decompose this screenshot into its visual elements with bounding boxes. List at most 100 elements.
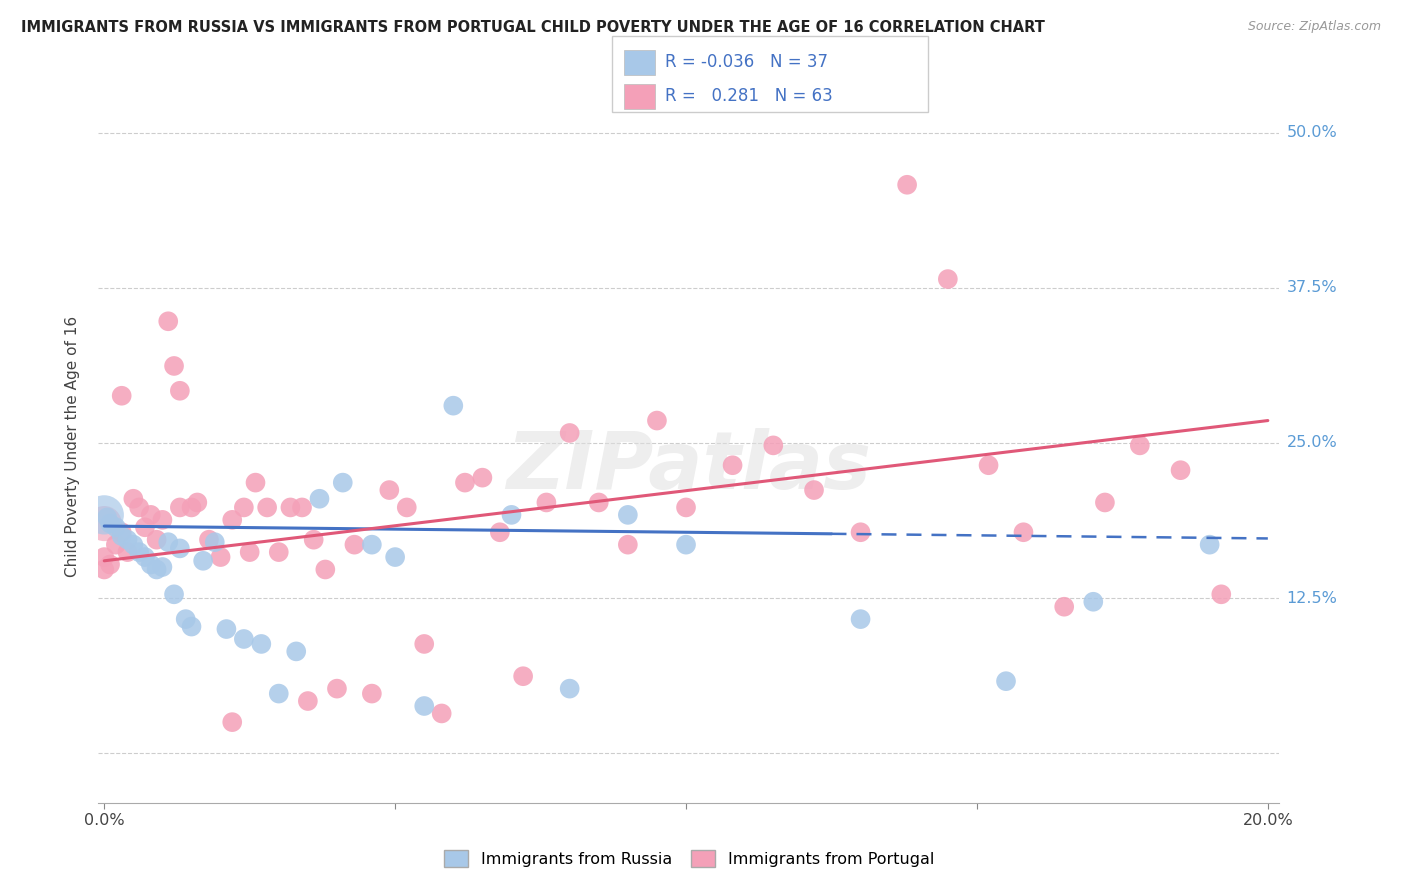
Point bbox=[98, 516, 121, 531]
Point bbox=[413, 637, 436, 651]
Point bbox=[180, 619, 202, 633]
Point bbox=[378, 483, 401, 497]
Point bbox=[360, 687, 382, 701]
Point bbox=[441, 399, 464, 413]
Text: 12.5%: 12.5% bbox=[1286, 591, 1337, 606]
Point bbox=[117, 545, 139, 559]
Point bbox=[314, 562, 336, 576]
Point bbox=[360, 538, 382, 552]
Point bbox=[285, 644, 308, 658]
Point bbox=[617, 538, 640, 552]
Point bbox=[169, 541, 191, 556]
Text: 25.0%: 25.0% bbox=[1286, 435, 1337, 450]
Point bbox=[128, 500, 150, 515]
Point bbox=[280, 500, 302, 515]
Text: R = -0.036   N = 37: R = -0.036 N = 37 bbox=[665, 54, 828, 71]
Point bbox=[1094, 495, 1116, 509]
Point bbox=[198, 533, 221, 547]
Point bbox=[977, 458, 1000, 473]
Point bbox=[395, 500, 418, 515]
Point bbox=[849, 525, 872, 540]
Point bbox=[157, 314, 180, 328]
Point bbox=[501, 508, 523, 522]
Point bbox=[291, 500, 314, 515]
Point bbox=[134, 520, 156, 534]
Point bbox=[588, 495, 610, 509]
Point bbox=[191, 554, 214, 568]
Point bbox=[721, 458, 744, 473]
Point bbox=[134, 550, 156, 565]
Point bbox=[413, 698, 436, 713]
Point bbox=[430, 706, 453, 721]
Point bbox=[93, 508, 115, 522]
Point bbox=[326, 681, 349, 696]
Point bbox=[250, 637, 273, 651]
Point bbox=[384, 550, 406, 565]
Point bbox=[995, 674, 1018, 689]
Point bbox=[98, 558, 121, 572]
Point bbox=[204, 535, 226, 549]
Point bbox=[93, 550, 115, 565]
Point bbox=[297, 694, 319, 708]
Point bbox=[256, 500, 278, 515]
Point bbox=[343, 538, 366, 552]
Point bbox=[152, 513, 174, 527]
Point bbox=[104, 538, 127, 552]
Point bbox=[1198, 538, 1220, 552]
Text: 50.0%: 50.0% bbox=[1286, 125, 1337, 140]
Point bbox=[332, 475, 354, 490]
Point bbox=[122, 538, 145, 552]
Point bbox=[139, 508, 162, 522]
Point bbox=[93, 516, 115, 531]
Point bbox=[675, 538, 697, 552]
Point bbox=[489, 525, 512, 540]
Point bbox=[936, 272, 959, 286]
Point bbox=[617, 508, 640, 522]
Point bbox=[174, 612, 197, 626]
Point bbox=[1170, 463, 1192, 477]
Point bbox=[169, 384, 191, 398]
Point bbox=[122, 491, 145, 506]
Point bbox=[163, 587, 186, 601]
Point bbox=[471, 470, 494, 484]
Point bbox=[454, 475, 477, 490]
Point bbox=[896, 178, 918, 192]
Point bbox=[145, 562, 167, 576]
Point bbox=[762, 438, 785, 452]
Point bbox=[209, 550, 232, 565]
Point bbox=[221, 715, 243, 730]
Point bbox=[558, 681, 581, 696]
Point bbox=[1053, 599, 1076, 614]
Point bbox=[512, 669, 534, 683]
Text: IMMIGRANTS FROM RUSSIA VS IMMIGRANTS FROM PORTUGAL CHILD POVERTY UNDER THE AGE O: IMMIGRANTS FROM RUSSIA VS IMMIGRANTS FRO… bbox=[21, 20, 1045, 35]
Point bbox=[536, 495, 558, 509]
Point bbox=[111, 525, 134, 540]
Point bbox=[645, 413, 668, 427]
Point bbox=[186, 495, 208, 509]
Point bbox=[1129, 438, 1152, 452]
Point bbox=[128, 545, 150, 559]
Point bbox=[221, 513, 243, 527]
Legend: Immigrants from Russia, Immigrants from Portugal: Immigrants from Russia, Immigrants from … bbox=[437, 843, 941, 873]
Point bbox=[849, 612, 872, 626]
Point bbox=[152, 560, 174, 574]
Text: 37.5%: 37.5% bbox=[1286, 280, 1337, 295]
Point bbox=[169, 500, 191, 515]
Point bbox=[145, 533, 167, 547]
Point bbox=[308, 491, 330, 506]
Point bbox=[163, 359, 186, 373]
Text: Source: ZipAtlas.com: Source: ZipAtlas.com bbox=[1247, 20, 1381, 33]
Point bbox=[117, 533, 139, 547]
Point bbox=[1083, 595, 1105, 609]
Point bbox=[93, 562, 115, 576]
Point bbox=[96, 510, 118, 524]
Point bbox=[104, 520, 127, 534]
Point bbox=[157, 535, 180, 549]
Point bbox=[232, 500, 254, 515]
Point bbox=[267, 545, 290, 559]
Point bbox=[1211, 587, 1233, 601]
Point bbox=[302, 533, 325, 547]
Point bbox=[1012, 525, 1035, 540]
Text: R =   0.281   N = 63: R = 0.281 N = 63 bbox=[665, 87, 832, 105]
Point bbox=[267, 687, 290, 701]
